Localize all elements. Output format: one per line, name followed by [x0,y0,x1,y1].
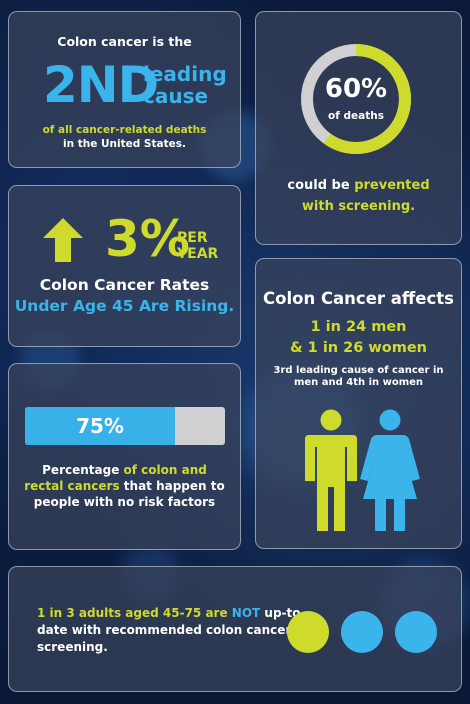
woman-icon [360,409,420,531]
screening-rest: up-to-date with recommended colon cancer… [37,606,306,654]
prevent-line1: could be prevented [256,178,461,193]
donut-chart [301,44,411,154]
rank-word-leading: leading [143,62,227,86]
affects-card: Colon Cancer affects 1 in 24 men & 1 in … [255,258,462,549]
affects-heading: Colon Cancer affects [263,289,454,308]
man-icon [305,409,357,531]
risk-description: Percentage of colon and rectal cancers t… [23,462,226,510]
rising-per-year: PER YEAR [177,230,218,262]
rising-line2: Under Age 45 Are Rising. [14,297,235,315]
rising-line1: Colon Cancer Rates [39,276,210,294]
screening-text: 1 in 3 adults aged 45-75 are NOT up-to-d… [37,605,307,656]
progress-bar-label: 75% [76,414,124,438]
rank-intro: Colon cancer is the [57,34,192,49]
prevent-highlight: prevented [354,178,430,193]
prevent-line2: with screening. [301,199,416,214]
risk-prefix: Percentage [42,463,124,477]
rank-line2: in the United States. [63,138,186,150]
dot-adult-lime [287,611,329,653]
per-label: PER [177,230,208,246]
risk-card: 75% Percentage of colon and rectal cance… [8,363,241,550]
rank-line1: of all cancer-related deaths [42,124,207,136]
risk-suffix: that happen to people with no risk facto… [33,479,225,509]
dot-adult-blue [395,611,437,653]
screening-not: NOT [231,606,261,620]
rising-value: 3% [105,210,190,268]
donut-fill [301,44,411,154]
risk-highlight: of colon and rectal cancers [24,463,207,493]
screening-highlight: 1 in 3 adults aged 45-75 are [37,606,232,620]
year-label: YEAR [177,246,219,262]
prevent-line1-prefix: could be [287,178,355,193]
affects-men: 1 in 24 men [310,319,407,335]
progress-bar-track [25,407,225,445]
arrow-up-icon [43,218,83,262]
affects-note: 3rd leading cause of cancer in men and 4… [273,365,444,388]
rank-card: Colon cancer is the 2ND leading cause of… [8,11,241,168]
rank-value: 2ND [43,56,159,114]
rank-caption: leading cause [143,63,227,107]
rising-card: 3% PER YEAR Colon Cancer Rates Under Age… [8,185,241,347]
donut-percent: 60% [324,74,388,104]
progress-bar-fill [25,407,175,445]
prevent-card: 60% of deaths could be prevented with sc… [255,11,462,245]
screening-card: 1 in 3 adults aged 45-75 are NOT up-to-d… [8,566,462,692]
rank-word-cause: cause [143,84,209,108]
affects-women: & 1 in 26 women [289,340,428,356]
donut-label: of deaths [328,110,384,122]
dot-adult-blue [341,611,383,653]
